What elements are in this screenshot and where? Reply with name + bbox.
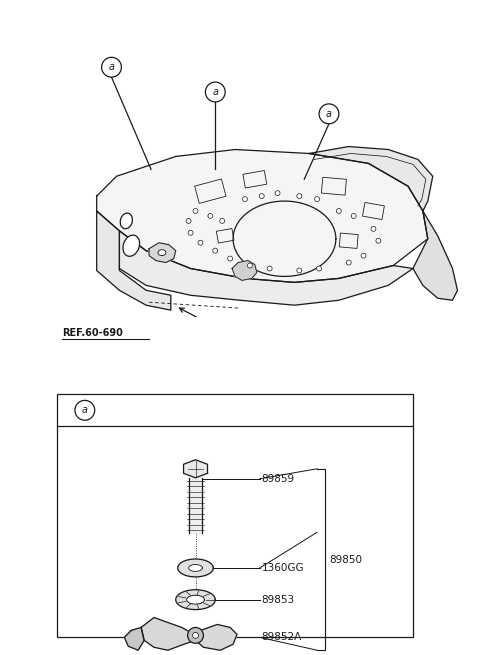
Text: a: a <box>212 87 218 97</box>
Polygon shape <box>413 211 457 300</box>
Circle shape <box>376 238 381 243</box>
Circle shape <box>319 104 339 124</box>
Text: a: a <box>326 109 332 119</box>
Circle shape <box>186 218 191 223</box>
Text: REF.60-690: REF.60-690 <box>62 328 123 338</box>
Polygon shape <box>232 261 257 280</box>
Polygon shape <box>96 211 171 310</box>
Circle shape <box>75 400 95 421</box>
Text: 89859: 89859 <box>262 474 295 483</box>
Bar <box>195 179 226 204</box>
Circle shape <box>208 214 213 218</box>
Circle shape <box>193 208 198 214</box>
Polygon shape <box>178 559 213 577</box>
Text: 89852A: 89852A <box>262 632 302 643</box>
Polygon shape <box>141 618 237 650</box>
Circle shape <box>267 266 272 271</box>
Polygon shape <box>149 243 176 263</box>
Text: a: a <box>108 62 115 72</box>
Circle shape <box>192 632 199 639</box>
Bar <box>339 233 358 248</box>
Polygon shape <box>176 590 216 610</box>
Polygon shape <box>189 477 203 533</box>
Circle shape <box>242 196 247 202</box>
Polygon shape <box>124 627 144 650</box>
Circle shape <box>213 248 218 253</box>
Circle shape <box>346 260 351 265</box>
Bar <box>243 170 267 188</box>
Circle shape <box>259 194 264 198</box>
Circle shape <box>220 218 225 223</box>
Bar <box>322 178 347 195</box>
Polygon shape <box>120 231 413 305</box>
Circle shape <box>247 263 252 268</box>
Circle shape <box>188 627 204 643</box>
Polygon shape <box>189 565 203 571</box>
Circle shape <box>371 227 376 231</box>
Circle shape <box>275 191 280 196</box>
Ellipse shape <box>158 250 166 255</box>
Polygon shape <box>183 460 207 477</box>
Circle shape <box>188 231 193 235</box>
Circle shape <box>336 208 341 214</box>
Polygon shape <box>309 147 433 211</box>
Circle shape <box>228 256 233 261</box>
Ellipse shape <box>120 213 132 229</box>
Circle shape <box>102 57 121 77</box>
Circle shape <box>297 268 302 273</box>
Text: a: a <box>82 405 88 415</box>
Circle shape <box>351 214 356 218</box>
Text: 89853: 89853 <box>262 595 295 605</box>
Bar <box>362 202 384 219</box>
Circle shape <box>317 266 322 271</box>
Circle shape <box>205 82 225 102</box>
Bar <box>216 229 234 243</box>
Bar <box>57 394 413 637</box>
Circle shape <box>314 196 320 202</box>
Circle shape <box>198 240 203 245</box>
Circle shape <box>361 253 366 258</box>
Text: 1360GG: 1360GG <box>262 563 304 573</box>
Circle shape <box>297 194 302 198</box>
Text: 89850: 89850 <box>329 555 362 565</box>
Ellipse shape <box>123 235 140 256</box>
Polygon shape <box>96 149 428 282</box>
Polygon shape <box>187 595 204 604</box>
